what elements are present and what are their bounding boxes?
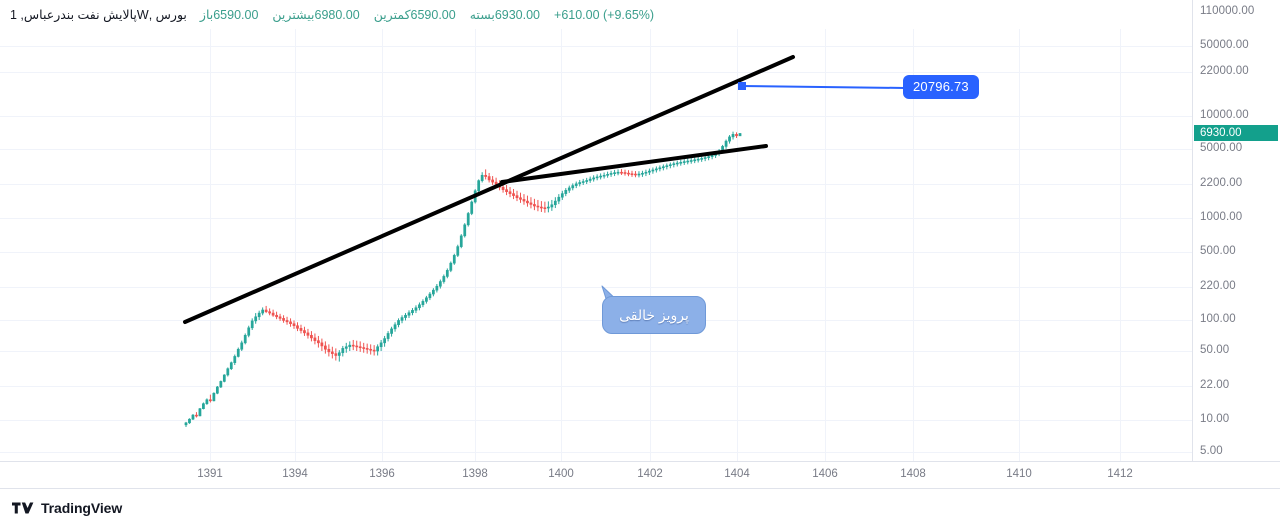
price-axis-tick: 220.00 [1200,280,1236,292]
ohlc-close: بسته 6930.00 [463,7,547,23]
ohlc-low-value: 6590.00 [410,7,456,22]
ohlc-close-label: بسته [469,8,495,22]
current-price-badge[interactable]: 6930.00 [1194,125,1278,142]
price-axis-tick: 10000.00 [1200,109,1249,121]
upper-trendline [183,55,795,324]
price-axis-tick: 100.00 [1200,313,1236,325]
time-axis-tick: 1402 [637,468,663,480]
ohlc-high-value: 6980.00 [314,7,360,22]
author-callout-text: پرویز خالقی [619,306,689,323]
price-axis-tick: 22000.00 [1200,65,1249,77]
price-axis-tick: 110000.00 [1200,5,1255,17]
lower-trendline [500,144,768,184]
price-axis[interactable]: 110000.00 50000.00 22000.00 10000.00 5000.00… [1192,0,1280,461]
price-axis-tick: 10.00 [1200,413,1230,425]
time-axis[interactable]: 1391 1394 1396 1398 1400 1402 1404 1406 1408 1410… [0,461,1280,488]
chart-legend[interactable]: بورس ,Wپالایش نفت بندرعباس, 1 باز 6590.0… [0,0,1192,29]
tradingview-wordmark: TradingView [41,500,123,516]
time-axis-tick: 1400 [548,468,574,480]
price-axis-tick: 1000.00 [1200,211,1243,223]
ohlc-close-value: 6930.00 [494,7,541,22]
tradingview-mark-icon [12,502,34,514]
ohlc-open-label: باز [199,8,214,22]
time-axis-tick: 1391 [197,468,223,480]
price-ray-anchor [738,82,746,90]
drawing-annotations[interactable] [183,55,906,324]
time-axis-tick: 1398 [462,468,488,480]
tradingview-logo[interactable]: TradingView [12,500,122,516]
time-axis-tick: 1406 [812,468,838,480]
price-axis-tick: 5000.00 [1200,142,1243,154]
vertical-gridlines [210,29,1121,461]
ohlc-low-label: کمترین [373,8,411,22]
price-axis-tick: 50000.00 [1200,39,1249,51]
horizontal-gridlines [0,46,1192,453]
price-axis-tick: 50.00 [1200,344,1230,356]
time-axis-tick: 1396 [369,468,395,480]
price-ray-label[interactable]: 20796.73 [903,75,979,99]
time-axis-tick: 1394 [282,468,308,480]
price-axis-tick: 5.00 [1200,445,1223,457]
price-ray [741,85,906,89]
chart-pane[interactable] [0,29,1192,461]
price-axis-tick: 2200.00 [1200,177,1243,189]
chart-canvas[interactable] [0,29,1192,461]
price-axis-tick: 500.00 [1200,245,1236,257]
bottom-bar: TradingView [0,488,1280,527]
candlestick-series[interactable] [184,131,742,427]
ohlc-high-label: بیشترین [272,8,315,22]
ohlc-open-value: 6590.00 [213,7,259,22]
ohlc-high: بیشترین 6980.00 [265,7,366,23]
author-callout-bubble[interactable]: پرویز خالقی [602,296,706,334]
price-axis-tick: 22.00 [1200,379,1230,391]
symbol-title[interactable]: بورس ,Wپالایش نفت بندرعباس, 1 [10,8,187,22]
price-change: +610.00 (+9.65%) [554,7,655,22]
ohlc-open: باز 6590.00 [193,7,266,23]
ohlc-low: کمترین 6590.00 [367,7,463,23]
time-axis-tick: 1412 [1107,468,1133,480]
time-axis-tick: 1408 [900,468,926,480]
time-axis-tick: 1404 [724,468,750,480]
time-axis-tick: 1410 [1006,468,1032,480]
